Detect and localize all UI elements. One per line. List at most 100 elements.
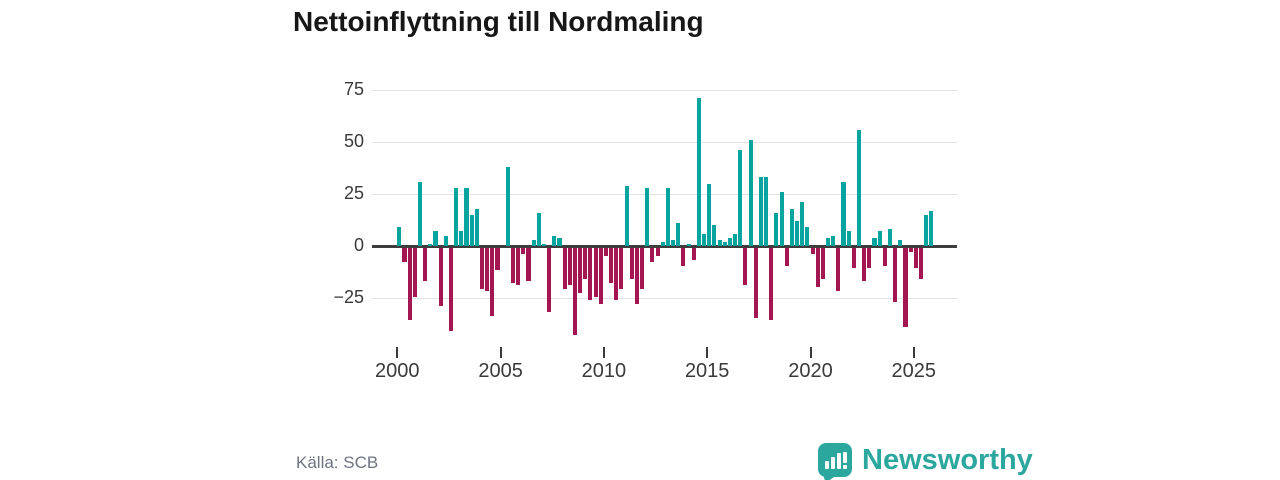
bar-2006-Q1 — [521, 247, 526, 254]
logo-bar-2 — [831, 457, 835, 469]
bar-2011-Q3 — [634, 247, 639, 304]
bar-2024-Q4 — [908, 247, 913, 252]
bar-2016-Q3 — [738, 150, 743, 246]
bar-2025-Q2 — [918, 247, 924, 279]
bar-2003-Q1 — [459, 231, 464, 246]
bar-2009-Q2 — [588, 247, 593, 300]
bar-2014-Q2 — [691, 247, 696, 260]
bar-2014-Q4 — [702, 233, 707, 246]
bar-2012-Q3 — [655, 247, 660, 256]
gridline-50 — [372, 141, 957, 143]
bar-2013-Q2 — [671, 239, 676, 246]
bar-2003-Q4 — [474, 208, 479, 246]
bar-2019-Q3 — [800, 202, 805, 246]
bar-2021-Q1 — [831, 235, 836, 246]
y-tick-label: 25 — [343, 183, 364, 203]
source-label: Källa: SCB — [296, 453, 379, 472]
bar-2006-Q3 — [531, 239, 536, 246]
bar-2008-Q1 — [562, 247, 567, 290]
bar-2010-Q2 — [609, 247, 614, 283]
bar-2015-Q4 — [722, 241, 727, 246]
bar-2016-Q4 — [743, 247, 748, 285]
bar-2010-Q1 — [603, 247, 608, 256]
y-tick-label: 75 — [343, 79, 364, 99]
bar-2011-Q2 — [629, 247, 634, 279]
bar-2019-Q4 — [805, 227, 810, 246]
bar-2015-Q3 — [717, 239, 722, 246]
bar-2011-Q1 — [624, 185, 629, 246]
bar-2008-Q2 — [567, 247, 572, 285]
bar-2017-Q3 — [758, 177, 763, 246]
bar-2019-Q2 — [795, 221, 800, 246]
bar-2025-Q3 — [924, 214, 929, 246]
bar-2019-Q1 — [789, 208, 794, 246]
newsworthy-bubble-chart-icon — [818, 443, 852, 480]
bar-2014-Q1 — [686, 243, 691, 246]
bar-2023-Q3 — [882, 247, 887, 267]
bar-2002-Q2 — [443, 235, 448, 246]
bar-2021-Q2 — [836, 247, 841, 292]
bar-2012-Q4 — [660, 241, 665, 246]
bar-2007-Q3 — [552, 235, 557, 246]
gridline-25 — [372, 193, 957, 195]
x-tick-2000 — [396, 347, 399, 358]
bar-2007-Q1 — [541, 243, 546, 246]
x-tick-label-2000: 2000 — [375, 360, 420, 382]
bar-2018-Q4 — [784, 247, 789, 267]
bar-2001-Q2 — [423, 247, 428, 281]
bar-2008-Q4 — [578, 247, 583, 294]
bar-2005-Q4 — [516, 247, 521, 285]
bar-2010-Q4 — [619, 247, 624, 290]
bar-2022-Q3 — [862, 247, 867, 281]
gridline-75 — [372, 89, 957, 91]
bar-2013-Q3 — [676, 223, 681, 246]
bar-2024-Q2 — [898, 239, 903, 246]
bar-2020-Q4 — [825, 237, 831, 246]
bar-2009-Q3 — [593, 247, 598, 298]
x-tick-2010 — [602, 347, 605, 358]
bar-2001-Q4 — [433, 231, 438, 246]
bar-2014-Q3 — [696, 98, 701, 246]
bar-2004-Q2 — [485, 247, 490, 292]
bar-2009-Q4 — [598, 247, 603, 304]
bar-2022-Q1 — [851, 247, 856, 269]
bar-2016-Q2 — [733, 233, 738, 246]
y-tick-label: 0 — [353, 235, 364, 255]
bar-2012-Q2 — [650, 247, 655, 263]
logo-bar-1 — [825, 461, 829, 469]
bubble-tail — [820, 473, 834, 480]
bar-2012-Q1 — [645, 187, 650, 246]
bar-2022-Q2 — [856, 129, 862, 246]
chart-title: Nettoinflyttning till Nordmaling — [293, 6, 704, 37]
logo-exclamation-dot — [843, 465, 847, 469]
bar-2013-Q4 — [681, 247, 686, 267]
newsworthy-logo: Newsworthy — [818, 442, 1033, 480]
bar-2023-Q1 — [872, 237, 877, 246]
y-tick-label: 50 — [343, 131, 364, 151]
bar-2008-Q3 — [572, 247, 577, 335]
zero-axis-line — [372, 244, 957, 248]
bar-2025-Q1 — [913, 247, 918, 269]
bar-2000-Q4 — [412, 247, 417, 298]
bar-2007-Q2 — [547, 247, 552, 312]
bar-2004-Q3 — [490, 247, 495, 317]
bar-2006-Q2 — [526, 247, 531, 281]
x-tick-label-2005: 2005 — [478, 360, 523, 382]
bar-2023-Q2 — [877, 231, 882, 246]
bar-2002-Q4 — [454, 187, 459, 246]
bar-2021-Q4 — [846, 231, 851, 246]
bar-2003-Q3 — [469, 214, 474, 246]
bar-2018-Q2 — [774, 212, 779, 246]
bar-2007-Q4 — [557, 237, 562, 246]
bar-2015-Q2 — [712, 225, 717, 246]
x-tick-label-2025: 2025 — [891, 360, 937, 382]
bar-2002-Q1 — [438, 247, 443, 306]
bar-2020-Q2 — [815, 247, 820, 288]
x-tick-label-2015: 2015 — [684, 360, 730, 382]
logo-exclamation-bar — [843, 452, 847, 463]
bar-2024-Q1 — [893, 247, 898, 302]
bar-2004-Q4 — [495, 247, 500, 271]
bar-2005-Q2 — [505, 166, 510, 246]
